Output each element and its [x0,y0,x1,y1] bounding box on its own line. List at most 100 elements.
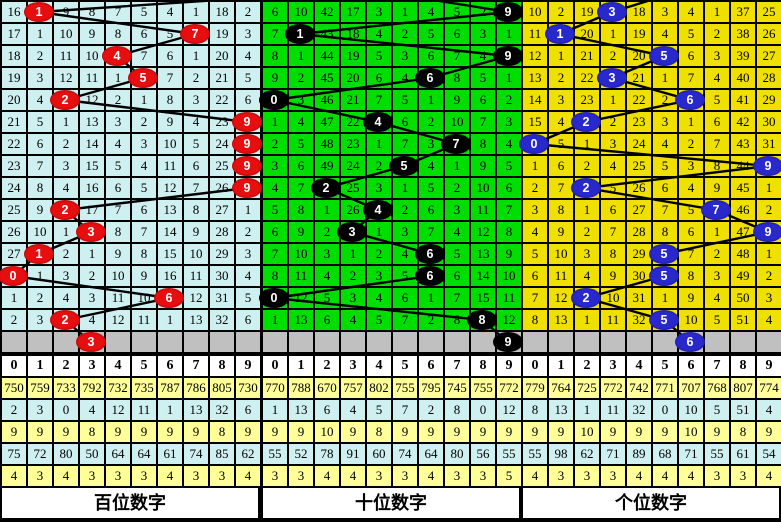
miss-cell: 12 [549,288,573,308]
drawn-digit-marker: 6 [415,266,445,286]
miss-cell: 29 [210,244,234,264]
miss-cell: 1 [2,288,26,308]
miss-cell: 22 [341,112,365,132]
miss-cell: 6 [184,156,208,176]
miss-cell: 8 [497,222,521,242]
stat-cell: 3 [28,466,52,486]
miss-cell: 44 [731,156,755,176]
miss-cell: 42 [315,2,339,22]
miss-cell: 16 [2,2,26,22]
drawn-digit-marker: 9 [493,46,523,66]
digit-header-cell: 6 [158,356,182,376]
stat-cell: 50 [80,444,104,464]
stat-cell: 98 [549,444,573,464]
drawn-digit-marker: 5 [649,244,679,264]
stat-cell: 12 [497,400,521,420]
miss-cell: 7 [289,178,313,198]
miss-cell: 10 [54,24,78,44]
stat-cell: 3 [28,400,52,420]
drawn-digit-marker: 7 [701,200,731,220]
stat-cell: 4 [2,466,26,486]
miss-cell: 24 [341,156,365,176]
miss-cell: 1 [705,222,729,242]
miss-cell: 20 [575,24,599,44]
miss-cell: 25 [210,156,234,176]
miss-cell: 9 [80,24,104,44]
miss-cell: 1 [54,222,78,242]
miss-cell: 9 [263,68,287,88]
miss-cell: 41 [731,90,755,110]
stat-cell: 770 [263,378,287,398]
miss-cell: 6 [132,200,156,220]
drawn-digit-marker: 4 [102,46,132,66]
pending-row-cell [132,332,156,352]
miss-cell: 4 [445,222,469,242]
predicted-digit-marker: 9 [493,332,523,352]
stat-cell: 62 [236,444,260,464]
miss-cell: 6 [419,46,443,66]
stat-cell: 61 [731,444,755,464]
miss-cell: 10 [471,178,495,198]
miss-cell: 8 [705,156,729,176]
miss-cell: 3 [236,244,260,264]
digit-header-cell: 5 [653,356,677,376]
miss-cell: 8 [263,46,287,66]
miss-cell: 19 [627,24,651,44]
stat-cell: 6 [315,400,339,420]
miss-cell: 4 [497,134,521,154]
stat-cell: 2 [2,400,26,420]
stat-cell: 802 [367,378,391,398]
pending-row-cell [445,332,469,352]
pending-row-cell [158,332,182,352]
stat-cell: 0 [471,400,495,420]
stat-cell: 795 [419,378,443,398]
miss-cell: 5 [263,200,287,220]
drawn-digit-marker: 1 [24,244,54,264]
pending-row-cell [549,332,573,352]
miss-cell: 10 [289,244,313,264]
miss-cell: 5 [184,134,208,154]
miss-cell: 3 [54,156,78,176]
miss-cell: 11 [158,156,182,176]
miss-cell: 3 [523,200,547,220]
stat-cell: 3 [80,466,104,486]
stat-cell: 56 [471,444,495,464]
stat-cell: 772 [601,378,625,398]
digit-header-cell: 4 [367,356,391,376]
digit-header-cell: 7 [445,356,469,376]
miss-cell: 1 [393,2,417,22]
miss-cell: 13 [549,310,573,330]
miss-cell: 2 [54,244,78,264]
miss-cell: 5 [419,24,443,44]
miss-cell: 10 [28,222,52,242]
drawn-digit-marker: 7 [441,134,471,154]
miss-cell: 4 [132,156,156,176]
stat-cell: 4 [236,466,260,486]
stat-cell: 3 [393,466,417,486]
stat-cell: 4 [158,466,182,486]
stat-cell: 89 [627,444,651,464]
stat-cell: 3 [731,466,755,486]
miss-cell: 17 [80,200,104,220]
miss-cell: 2 [549,2,573,22]
stat-cell: 32 [627,400,651,420]
stat-cell: 74 [184,444,208,464]
miss-cell: 2 [132,112,156,132]
miss-cell: 11 [132,310,156,330]
miss-cell: 12 [289,288,313,308]
miss-cell: 48 [315,134,339,154]
miss-cell: 1 [289,46,313,66]
miss-cell: 21 [210,68,234,88]
miss-cell: 4 [315,266,339,286]
miss-cell: 6 [236,310,260,330]
miss-cell: 26 [2,222,26,242]
pending-row-cell [471,332,495,352]
miss-cell: 4 [601,156,625,176]
digit-header-cell: 4 [106,356,130,376]
stat-cell: 62 [575,444,599,464]
pending-row-cell [731,332,755,352]
miss-cell: 6 [106,178,130,198]
drawn-digit-marker: 5 [128,68,158,88]
miss-cell: 30 [627,266,651,286]
